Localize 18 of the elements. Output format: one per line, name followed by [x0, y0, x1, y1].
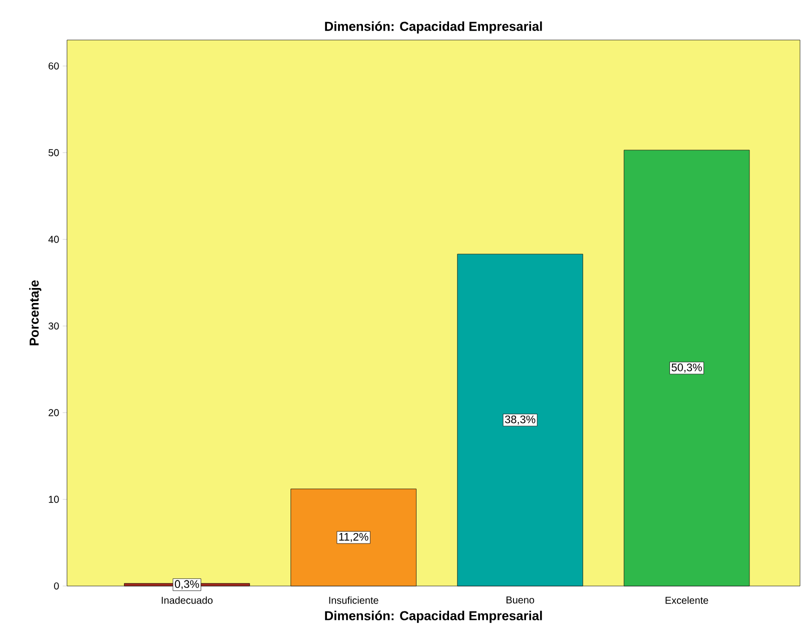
data-label: 11,2%	[339, 532, 368, 542]
data-label: 50,3%	[672, 364, 702, 373]
chart-title: Dimensión: Capacidad Empresarial	[325, 21, 542, 34]
x-tick-label: Insuficiente	[329, 596, 378, 604]
y-tick-label: 10	[48, 496, 59, 503]
x-tick-label: Inadecuado	[162, 596, 213, 604]
y-tick-label: 20	[48, 409, 59, 416]
y-tick-label: 60	[48, 62, 59, 70]
x-tick-label: Bueno	[506, 596, 534, 604]
y-tick-label: 0	[54, 582, 59, 590]
y-tick-label: 40	[48, 236, 59, 243]
data-label: 38,3%	[505, 416, 536, 425]
x-tick-label: Excelente	[666, 596, 708, 604]
x-axis-title: Dimensión: Capacidad Empresarial	[325, 610, 542, 623]
y-tick-label: 30	[48, 322, 59, 330]
data-label: 0,3%	[174, 580, 200, 590]
y-axis-title: Porcentaje	[29, 280, 42, 346]
y-tick-label: 50	[48, 149, 59, 156]
